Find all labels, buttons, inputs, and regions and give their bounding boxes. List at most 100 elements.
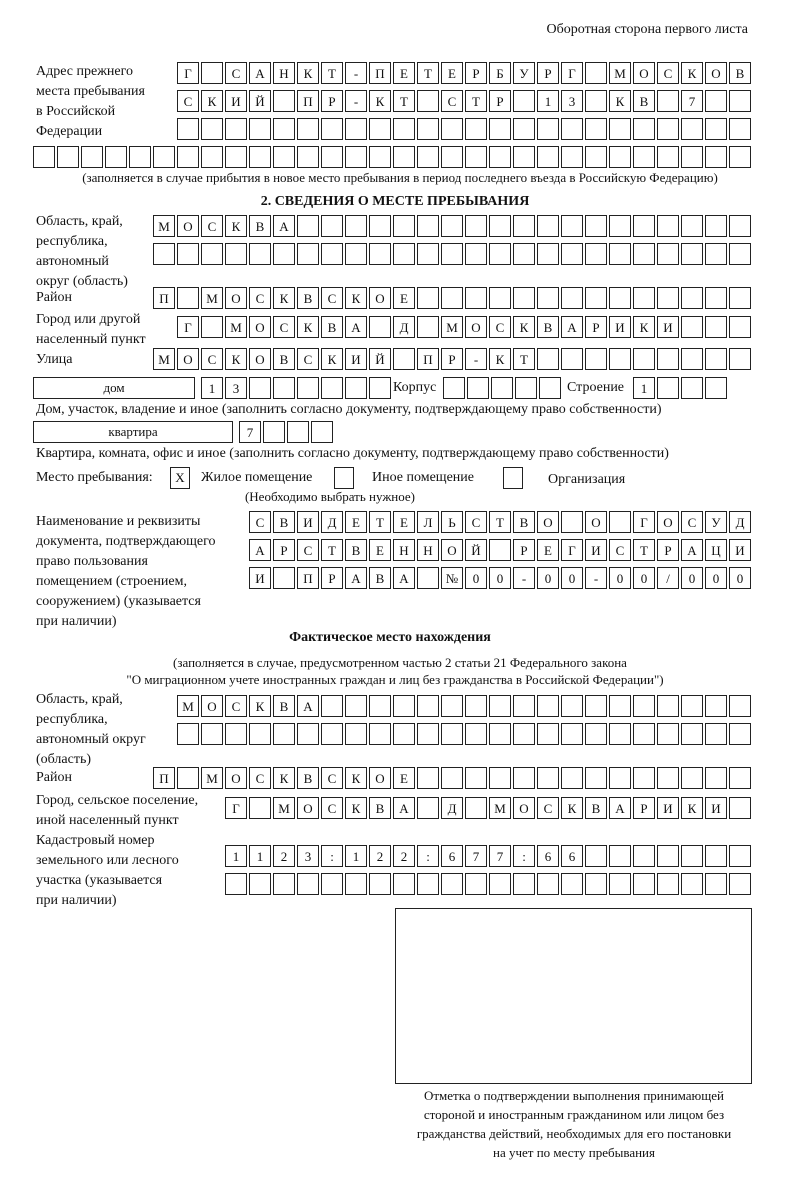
char-cell[interactable] <box>417 767 439 789</box>
char-cell[interactable] <box>441 767 463 789</box>
char-cell[interactable]: - <box>465 348 487 370</box>
char-cell[interactable] <box>489 146 511 168</box>
char-cell[interactable] <box>273 118 295 140</box>
char-cell[interactable]: О <box>369 767 391 789</box>
char-cell[interactable] <box>201 146 223 168</box>
char-cell[interactable]: О <box>513 797 535 819</box>
char-cell[interactable]: Ц <box>705 539 727 561</box>
char-cell[interactable]: 0 <box>489 567 511 589</box>
char-cell[interactable]: Р <box>537 62 559 84</box>
char-cell[interactable] <box>633 287 655 309</box>
char-cell[interactable] <box>705 695 727 717</box>
char-cell[interactable]: 1 <box>249 845 271 867</box>
char-cell[interactable] <box>105 146 127 168</box>
char-cell[interactable] <box>657 845 679 867</box>
char-cell[interactable]: А <box>561 316 583 338</box>
char-cell[interactable]: А <box>393 567 415 589</box>
char-cell[interactable]: К <box>345 767 367 789</box>
char-cell[interactable] <box>467 377 489 399</box>
char-cell[interactable]: К <box>297 62 319 84</box>
char-cell[interactable] <box>225 118 247 140</box>
char-cell[interactable]: 2 <box>369 845 391 867</box>
char-cell[interactable] <box>585 90 607 112</box>
char-cell[interactable]: Р <box>321 567 343 589</box>
char-cell[interactable]: 7 <box>465 845 487 867</box>
char-cell[interactable] <box>705 215 727 237</box>
char-cell[interactable]: : <box>513 845 535 867</box>
char-cell[interactable] <box>537 118 559 140</box>
char-cell[interactable] <box>585 723 607 745</box>
char-cell[interactable] <box>441 695 463 717</box>
char-cell[interactable] <box>729 348 751 370</box>
char-cell[interactable]: Т <box>417 62 439 84</box>
char-cell[interactable] <box>729 287 751 309</box>
char-cell[interactable] <box>225 873 247 895</box>
char-cell[interactable] <box>561 287 583 309</box>
char-cell[interactable] <box>345 873 367 895</box>
char-cell[interactable]: 0 <box>681 567 703 589</box>
char-cell[interactable] <box>201 62 223 84</box>
char-cell[interactable]: Н <box>273 62 295 84</box>
char-cell[interactable] <box>513 767 535 789</box>
char-cell[interactable] <box>441 287 463 309</box>
char-cell[interactable] <box>297 723 319 745</box>
char-cell[interactable] <box>537 695 559 717</box>
char-cell[interactable] <box>321 215 343 237</box>
char-cell[interactable]: Е <box>441 62 463 84</box>
char-cell[interactable] <box>369 377 391 399</box>
char-cell[interactable] <box>491 377 513 399</box>
char-cell[interactable]: Т <box>513 348 535 370</box>
char-cell[interactable] <box>705 146 727 168</box>
char-cell[interactable] <box>537 767 559 789</box>
char-cell[interactable] <box>729 215 751 237</box>
char-cell[interactable]: С <box>273 316 295 338</box>
char-cell[interactable] <box>273 873 295 895</box>
char-cell[interactable] <box>585 348 607 370</box>
char-cell[interactable]: Е <box>537 539 559 561</box>
char-cell[interactable] <box>681 243 703 265</box>
char-cell[interactable]: А <box>345 567 367 589</box>
char-cell[interactable] <box>561 348 583 370</box>
char-cell[interactable] <box>609 215 631 237</box>
char-cell[interactable]: 1 <box>633 377 655 399</box>
char-cell[interactable]: С <box>489 316 511 338</box>
char-cell[interactable]: Р <box>321 90 343 112</box>
char-cell[interactable]: Р <box>513 539 535 561</box>
char-cell[interactable]: С <box>177 90 199 112</box>
char-cell[interactable] <box>273 723 295 745</box>
char-cell[interactable]: М <box>177 695 199 717</box>
char-cell[interactable]: С <box>201 348 223 370</box>
char-cell[interactable]: В <box>633 90 655 112</box>
char-cell[interactable]: С <box>537 797 559 819</box>
char-cell[interactable] <box>657 118 679 140</box>
char-cell[interactable] <box>489 873 511 895</box>
char-cell[interactable]: К <box>225 215 247 237</box>
char-cell[interactable] <box>321 146 343 168</box>
char-cell[interactable]: 0 <box>729 567 751 589</box>
char-cell[interactable] <box>657 767 679 789</box>
char-cell[interactable]: Г <box>225 797 247 819</box>
char-cell[interactable]: У <box>705 511 727 533</box>
char-cell[interactable] <box>513 146 535 168</box>
char-cell[interactable] <box>465 767 487 789</box>
char-cell[interactable]: В <box>273 348 295 370</box>
char-cell[interactable] <box>681 287 703 309</box>
char-cell[interactable] <box>153 146 175 168</box>
char-cell[interactable] <box>657 146 679 168</box>
char-cell[interactable] <box>465 695 487 717</box>
char-cell[interactable] <box>513 723 535 745</box>
char-cell[interactable]: 1 <box>345 845 367 867</box>
char-cell[interactable] <box>287 421 309 443</box>
char-cell[interactable]: Г <box>177 62 199 84</box>
char-cell[interactable] <box>345 377 367 399</box>
char-cell[interactable]: Г <box>177 316 199 338</box>
char-cell[interactable] <box>609 845 631 867</box>
char-cell[interactable]: Е <box>393 767 415 789</box>
house-type-field[interactable]: дом <box>33 377 195 399</box>
char-cell[interactable]: С <box>249 767 271 789</box>
char-cell[interactable]: Д <box>729 511 751 533</box>
char-cell[interactable]: О <box>537 511 559 533</box>
char-cell[interactable]: В <box>345 539 367 561</box>
